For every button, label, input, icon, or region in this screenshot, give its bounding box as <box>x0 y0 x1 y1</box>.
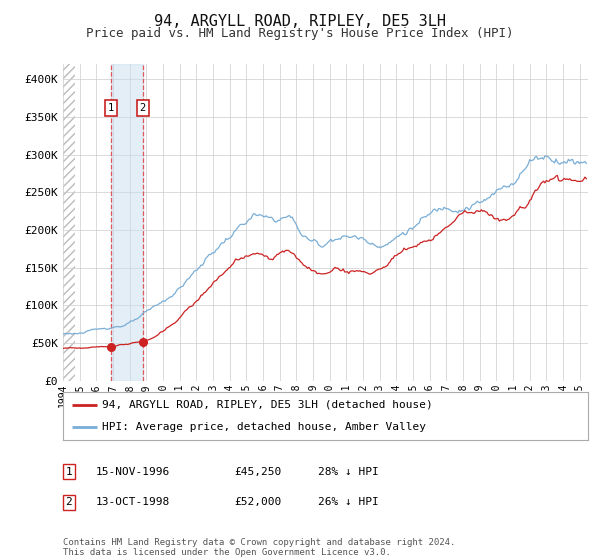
Text: 26% ↓ HPI: 26% ↓ HPI <box>318 497 379 507</box>
Text: HPI: Average price, detached house, Amber Valley: HPI: Average price, detached house, Ambe… <box>103 422 427 432</box>
Text: 2: 2 <box>140 103 146 113</box>
Text: 15-NOV-1996: 15-NOV-1996 <box>96 466 170 477</box>
Text: 1: 1 <box>65 466 73 477</box>
Text: 1: 1 <box>108 103 114 113</box>
Text: Contains HM Land Registry data © Crown copyright and database right 2024.
This d: Contains HM Land Registry data © Crown c… <box>63 538 455 557</box>
Text: £45,250: £45,250 <box>234 466 281 477</box>
Text: Price paid vs. HM Land Registry's House Price Index (HPI): Price paid vs. HM Land Registry's House … <box>86 27 514 40</box>
Text: 2: 2 <box>65 497 73 507</box>
Text: 13-OCT-1998: 13-OCT-1998 <box>96 497 170 507</box>
Text: 94, ARGYLL ROAD, RIPLEY, DE5 3LH (detached house): 94, ARGYLL ROAD, RIPLEY, DE5 3LH (detach… <box>103 400 433 410</box>
Bar <box>63 64 74 381</box>
Text: 28% ↓ HPI: 28% ↓ HPI <box>318 466 379 477</box>
Text: 94, ARGYLL ROAD, RIPLEY, DE5 3LH: 94, ARGYLL ROAD, RIPLEY, DE5 3LH <box>154 14 446 29</box>
Bar <box>111 64 143 381</box>
Text: £52,000: £52,000 <box>234 497 281 507</box>
